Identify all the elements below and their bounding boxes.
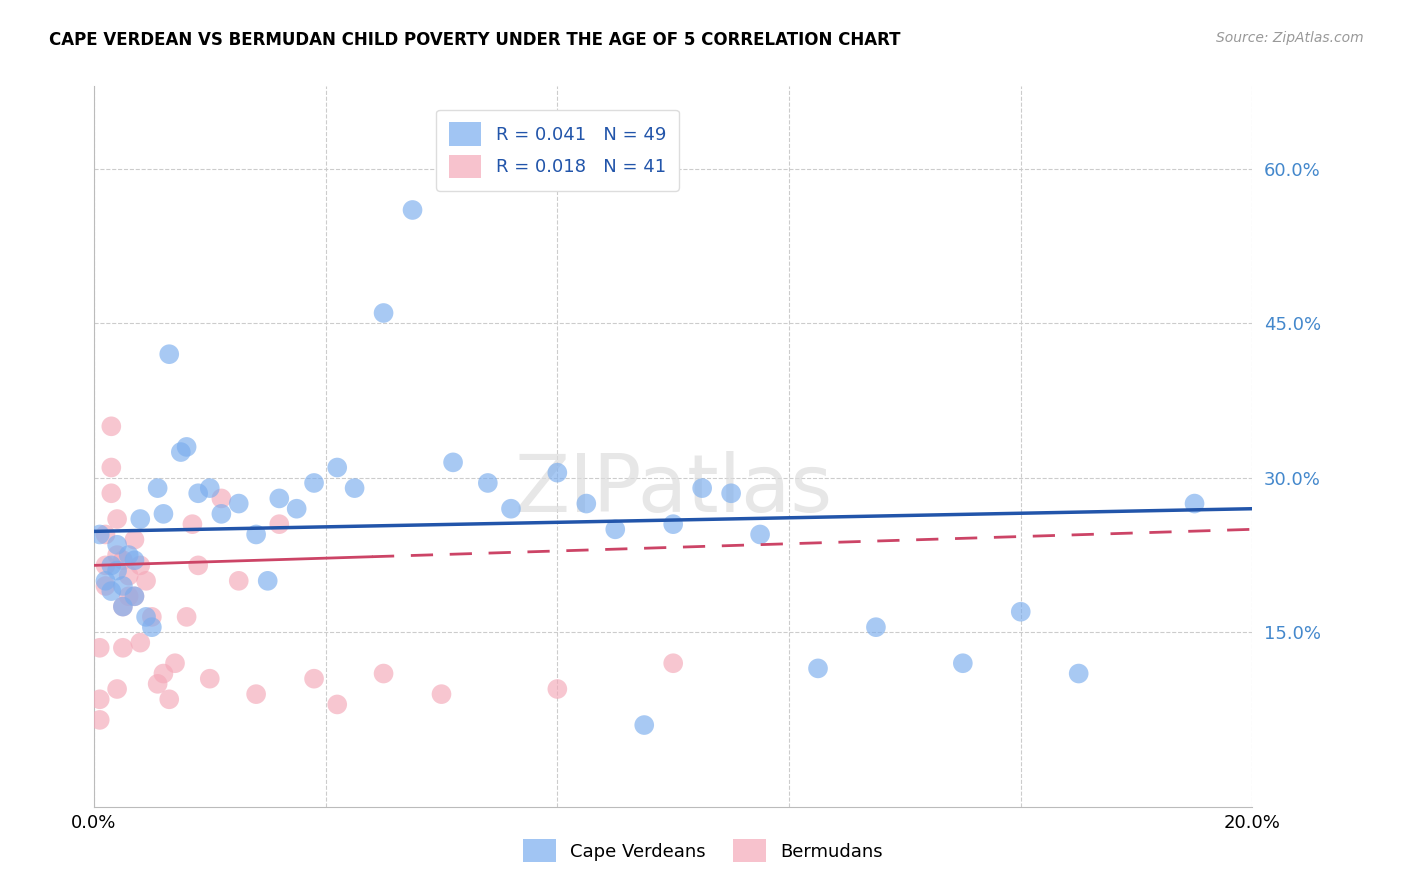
Point <box>163 657 186 671</box>
Point <box>124 589 146 603</box>
Point <box>865 620 887 634</box>
Text: ZIPatlas: ZIPatlas <box>515 451 832 529</box>
Point <box>575 497 598 511</box>
Point <box>302 475 325 490</box>
Point <box>170 445 193 459</box>
Text: CAPE VERDEAN VS BERMUDAN CHILD POVERTY UNDER THE AGE OF 5 CORRELATION CHART: CAPE VERDEAN VS BERMUDAN CHILD POVERTY U… <box>49 31 901 49</box>
Point <box>176 440 198 454</box>
Point <box>499 501 522 516</box>
Point <box>662 517 685 532</box>
Point <box>135 574 157 588</box>
Point <box>129 512 152 526</box>
Text: Source: ZipAtlas.com: Source: ZipAtlas.com <box>1216 31 1364 45</box>
Point <box>94 558 117 573</box>
Point <box>720 486 742 500</box>
Point <box>111 640 134 655</box>
Point <box>157 347 180 361</box>
Point <box>198 481 221 495</box>
Point <box>89 640 111 655</box>
Point <box>129 635 152 649</box>
Point <box>111 553 134 567</box>
Point <box>373 306 395 320</box>
Point <box>245 687 267 701</box>
Point <box>198 672 221 686</box>
Legend: Cape Verdeans, Bermudans: Cape Verdeans, Bermudans <box>516 832 890 870</box>
Point <box>124 589 146 603</box>
Point <box>118 548 141 562</box>
Point <box>111 599 134 614</box>
Point <box>152 507 174 521</box>
Point <box>209 507 232 521</box>
Point <box>662 657 685 671</box>
Point <box>146 677 169 691</box>
Point <box>105 681 128 696</box>
Point <box>749 527 772 541</box>
Point <box>129 558 152 573</box>
Point <box>100 486 122 500</box>
Point <box>441 455 464 469</box>
Point <box>141 610 163 624</box>
Point <box>430 687 453 701</box>
Point <box>1067 666 1090 681</box>
Point <box>146 481 169 495</box>
Point <box>285 501 308 516</box>
Point <box>228 574 250 588</box>
Point <box>187 558 209 573</box>
Point <box>105 538 128 552</box>
Point <box>605 522 627 536</box>
Point <box>546 681 568 696</box>
Point <box>105 548 128 562</box>
Point <box>245 527 267 541</box>
Point <box>157 692 180 706</box>
Point <box>228 497 250 511</box>
Point <box>176 610 198 624</box>
Point <box>141 620 163 634</box>
Point <box>326 698 349 712</box>
Point <box>105 564 128 578</box>
Point <box>807 661 830 675</box>
Point <box>94 527 117 541</box>
Point <box>135 610 157 624</box>
Point <box>269 517 291 532</box>
Point <box>1010 605 1032 619</box>
Point <box>477 475 499 490</box>
Point <box>401 202 423 217</box>
Point <box>118 568 141 582</box>
Point <box>209 491 232 506</box>
Point <box>124 553 146 567</box>
Point <box>111 599 134 614</box>
Point <box>633 718 655 732</box>
Point <box>1184 497 1206 511</box>
Point <box>256 574 278 588</box>
Point <box>89 692 111 706</box>
Point <box>118 589 141 603</box>
Legend: R = 0.041   N = 49, R = 0.018   N = 41: R = 0.041 N = 49, R = 0.018 N = 41 <box>436 110 679 191</box>
Point <box>373 666 395 681</box>
Point <box>105 512 128 526</box>
Point <box>326 460 349 475</box>
Point <box>89 527 111 541</box>
Point <box>100 419 122 434</box>
Point <box>302 672 325 686</box>
Point <box>952 657 974 671</box>
Point <box>546 466 568 480</box>
Point <box>269 491 291 506</box>
Point <box>94 574 117 588</box>
Point <box>100 584 122 599</box>
Point <box>100 558 122 573</box>
Point <box>181 517 204 532</box>
Point <box>89 713 111 727</box>
Point <box>152 666 174 681</box>
Point <box>124 533 146 547</box>
Point <box>111 579 134 593</box>
Point <box>343 481 366 495</box>
Point <box>187 486 209 500</box>
Point <box>94 579 117 593</box>
Point <box>100 460 122 475</box>
Point <box>690 481 713 495</box>
